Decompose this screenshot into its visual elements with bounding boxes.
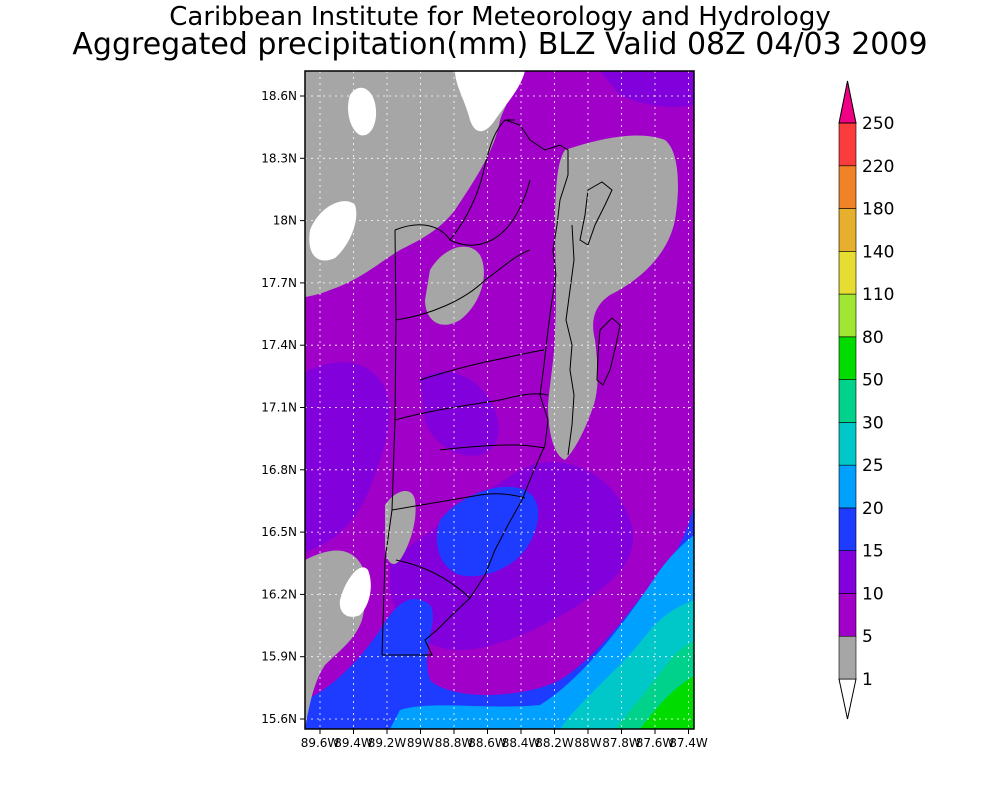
colorbar-label: 140 — [862, 242, 894, 262]
lon-label: 89.6W — [301, 736, 340, 750]
lat-label: 16.8N — [261, 463, 297, 477]
lat-label: 18.6N — [261, 89, 297, 103]
field-50-80 — [640, 676, 694, 729]
lat-label: 17.7N — [261, 276, 297, 290]
field-below-1-southwest — [339, 567, 371, 617]
colorbar-box — [838, 336, 857, 380]
colorbar-label: 20 — [862, 499, 884, 519]
lat-label: 18N — [273, 214, 297, 228]
colorbar-box — [838, 593, 857, 637]
grid-lines — [305, 71, 694, 729]
colorbar-label: 180 — [862, 200, 894, 220]
colorbar-label: 50 — [862, 371, 884, 391]
coastline-and-borders — [381, 119, 621, 656]
colorbar-label: 220 — [862, 157, 894, 177]
river-2 — [419, 349, 545, 381]
lon-label: 88.8W — [435, 736, 474, 750]
lon-label: 88.2W — [535, 736, 574, 750]
colorbar-label: 25 — [862, 456, 884, 476]
lon-label: 89W — [407, 736, 434, 750]
field-1-5-east — [548, 135, 678, 460]
river-1 — [449, 179, 531, 246]
district-boundary-4 — [395, 559, 471, 599]
lat-label: 17.4N — [261, 338, 297, 352]
field-1-5-west-strip — [385, 490, 416, 565]
lat-label: 15.9N — [261, 650, 297, 664]
colorbar-box — [838, 550, 857, 594]
lon-label: 88.4W — [502, 736, 541, 750]
lon-label: 89.2W — [368, 736, 407, 750]
colorbar-box — [838, 507, 857, 551]
lon-label: 87.4W — [669, 736, 708, 750]
field-10-15-northeast — [600, 71, 694, 107]
district-boundary-2 — [394, 393, 549, 421]
lon-label: 88.6W — [468, 736, 507, 750]
field-below-1-north — [455, 71, 525, 132]
lat-label: 17.1N — [261, 401, 297, 415]
colorbar-box — [838, 422, 857, 466]
belize-coastline — [382, 119, 569, 656]
colorbar-high-triangle — [838, 80, 857, 124]
field-below-1-northwest — [348, 87, 377, 136]
title-institution: Caribbean Institute for Meteorology and … — [169, 2, 831, 32]
lat-label: 18.3N — [261, 151, 297, 165]
colorbar-box — [838, 251, 857, 295]
lon-label: 88W — [574, 736, 601, 750]
lat-label: 16.5N — [261, 525, 297, 539]
lon-label: 87.8W — [602, 736, 641, 750]
colorbar-box — [838, 293, 857, 338]
field-below-1-west — [309, 201, 357, 261]
colorbar-label: 15 — [862, 542, 884, 562]
lat-label: 16.2N — [261, 587, 297, 601]
colorbar-label: 80 — [862, 328, 884, 348]
colorbar-label: 10 — [862, 584, 884, 604]
colorbar-box — [838, 122, 857, 167]
district-boundary-1 — [395, 249, 531, 321]
barrier-reef — [565, 224, 575, 456]
colorbar-box — [838, 379, 857, 423]
district-boundary-3 — [391, 493, 526, 511]
lon-label: 89.4W — [334, 736, 373, 750]
colorbar-low-triangle — [838, 678, 857, 720]
colorbar-label: 5 — [862, 627, 873, 647]
belize-border-west — [381, 229, 397, 656]
cays-outline-2 — [596, 317, 621, 386]
lat-label: 15.6N — [261, 712, 297, 726]
field-15-20-central — [436, 486, 539, 577]
field-1-5-north-gap — [425, 246, 484, 325]
title-product: Aggregated precipitation(mm) BLZ Valid 0… — [72, 27, 928, 62]
belize-border-north — [394, 119, 515, 241]
colorbar-box — [838, 208, 857, 252]
colorbar-box — [838, 635, 857, 680]
field-10-15-central — [420, 371, 499, 456]
map-frame — [304, 70, 695, 730]
lon-label: 87.6W — [636, 736, 675, 750]
colorbar-box — [838, 165, 857, 209]
colorbar-label: 250 — [862, 114, 894, 134]
latitude-labels: 18.6N 18.3N 18N 17.7N 17.4N 17.1N 16.8N 16.5N 16… — [261, 89, 305, 726]
colorbar-label: 30 — [862, 413, 884, 433]
river-3 — [439, 444, 546, 451]
colorbar-label: 1 — [862, 670, 873, 690]
precipitation-field — [305, 71, 694, 729]
colorbar-box — [838, 464, 857, 509]
cays-outline-1 — [579, 181, 613, 246]
colorbar-label: 110 — [862, 285, 894, 305]
field-10-15-west — [305, 362, 390, 552]
